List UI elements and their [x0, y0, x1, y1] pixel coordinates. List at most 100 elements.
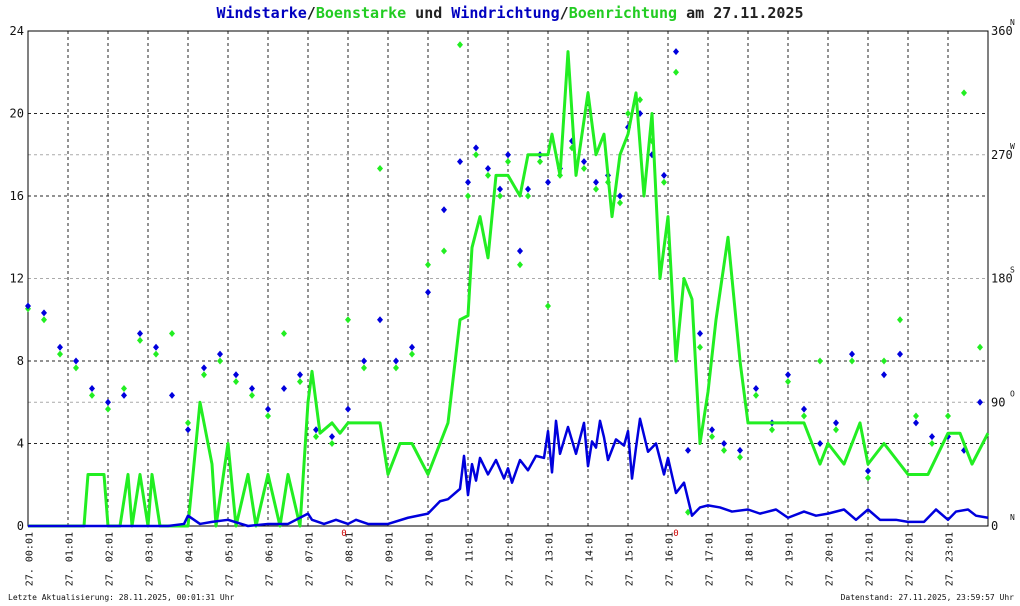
wind-direction-point — [313, 426, 319, 434]
gust-direction-point — [897, 316, 903, 324]
y-tick-label: 20 — [10, 107, 24, 121]
wind-direction-point — [25, 302, 31, 310]
wind-direction-point — [897, 350, 903, 358]
gust-direction-point — [709, 433, 715, 441]
x-tick-label: 27. 23:01 — [945, 532, 956, 586]
wind-direction-point — [517, 247, 523, 255]
gust-direction-point — [485, 171, 491, 179]
gust-direction-point — [881, 357, 887, 365]
wind-direction-point — [593, 178, 599, 186]
x-tick-label: 27. 02:01 — [105, 532, 116, 586]
wind-direction-point — [393, 357, 399, 365]
wind-direction-point — [817, 440, 823, 447]
gust-direction-point — [409, 350, 415, 358]
y-tick-label: 4 — [17, 437, 24, 451]
compass-letter: W — [1010, 142, 1015, 151]
wind-direction-point — [485, 165, 491, 172]
gust-direction-point — [153, 350, 159, 358]
gust-direction-point — [593, 185, 599, 193]
wind-direction-point — [545, 178, 551, 186]
gust-direction-point — [137, 336, 143, 344]
x-tick-label: 27. 14:01 — [585, 532, 596, 586]
x-tick-label: 27. 19:01 — [785, 532, 796, 586]
wind-direction-point — [41, 309, 47, 317]
gust-direction-point — [801, 412, 807, 420]
title-gust-label: Boenstarke — [315, 4, 407, 22]
gust-direction-point — [817, 357, 823, 365]
gust-direction-point — [497, 192, 503, 200]
wind-direction-point — [785, 371, 791, 379]
wind-direction-point — [361, 357, 367, 365]
wind-direction-point — [345, 405, 351, 413]
wind-direction-point — [217, 350, 223, 358]
gust-direction-point — [849, 357, 855, 365]
x-tick-label: 27. 10:01 — [425, 532, 436, 586]
x-tick-label: 27. 06:01 — [265, 532, 276, 586]
wind-direction-point — [849, 350, 855, 358]
x-tick-label: 27. 00:01 — [25, 532, 36, 586]
wind-direction-point — [709, 426, 715, 434]
wind-direction-point — [913, 419, 919, 427]
gust-direction-point — [105, 405, 111, 413]
wind-direction-point — [169, 391, 175, 399]
plot-frame — [27, 30, 989, 527]
gust-direction-point — [617, 199, 623, 207]
x-tick-label: 27. 09:01 — [385, 532, 396, 586]
gust-direction-point — [441, 247, 447, 255]
compass-letter: N — [1010, 18, 1015, 27]
gust-direction-point — [217, 357, 223, 365]
y-tick-label: 24 — [10, 24, 24, 38]
gust-direction-point — [721, 446, 727, 454]
gust-direction-point — [345, 316, 351, 324]
gust-direction-point — [377, 165, 383, 172]
x-tick-label: 27. 18:01 — [745, 532, 756, 586]
wind-direction-point — [297, 371, 303, 379]
title-direction-label: Windrichtung — [451, 4, 560, 22]
wind-direction-point — [685, 446, 691, 454]
x-tick-label: 27. 16:01 — [665, 532, 676, 586]
gust-direction-point — [505, 158, 511, 166]
gust-direction-point — [737, 453, 743, 461]
gust-direction-point — [89, 391, 95, 399]
gust-direction-point — [265, 412, 271, 420]
x-tick-label: 27. 07:01 — [305, 532, 316, 586]
zero-marker: 0 — [673, 529, 678, 539]
gust-direction-point — [517, 261, 523, 269]
wind-direction-point — [425, 288, 431, 296]
wind-speed-line — [28, 417, 989, 528]
wind-direction-point — [201, 364, 207, 372]
gust-direction-point — [201, 371, 207, 379]
wind-direction-point — [661, 171, 667, 179]
compass-letter: S — [1010, 266, 1015, 275]
wind-direction-point — [581, 158, 587, 166]
title-separator: / — [306, 4, 316, 22]
wind-direction-point — [721, 440, 727, 447]
y-tick-label: 12 — [10, 272, 24, 286]
last-update-text: Letzte Aktualisierung: 28.11.2025, 00:01… — [8, 593, 235, 602]
gust-direction-point — [41, 316, 47, 324]
x-tick-label: 27. 03:01 — [145, 532, 156, 586]
gust-direction-point — [673, 68, 679, 76]
wind-direction-point — [929, 433, 935, 441]
wind-direction-point — [409, 343, 415, 351]
wind-direction-point — [89, 385, 95, 392]
gust-direction-point — [625, 110, 631, 117]
title-connector: und — [406, 4, 452, 22]
x-tick-label: 27. 12:01 — [505, 532, 516, 586]
gust-direction-point — [281, 330, 287, 337]
compass-letter: N — [1010, 513, 1015, 522]
title-wind-label: Windstarke — [216, 4, 307, 22]
gust-direction-point — [977, 343, 983, 351]
gust-direction-point — [913, 412, 919, 420]
y2-tick-label: 270 — [991, 148, 1013, 162]
title-gust-direction-label: Boenrichtung — [568, 4, 678, 22]
chart-title: Windstarke/Boenstarke und Windrichtung/B… — [0, 4, 1020, 22]
title-date: am 27.11.2025 — [677, 4, 804, 22]
gust-direction-point — [473, 151, 479, 159]
gust-direction-point — [465, 192, 471, 200]
gust-direction-point — [457, 41, 463, 49]
data-status-text: Datenstand: 27.11.2025, 23:59:57 Uhr — [840, 593, 1014, 602]
gust-direction-point — [425, 261, 431, 269]
